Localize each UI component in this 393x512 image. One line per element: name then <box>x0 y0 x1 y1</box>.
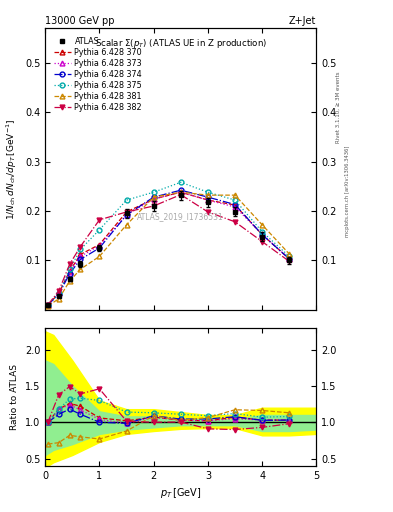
Pythia 6.428 370 <box>287 256 292 262</box>
Line: Pythia 6.428 370: Pythia 6.428 370 <box>46 190 292 307</box>
Pythia 6.428 382 <box>67 261 72 267</box>
Pythia 6.428 375 <box>57 290 61 296</box>
Pythia 6.428 375 <box>67 266 72 272</box>
Line: Pythia 6.428 373: Pythia 6.428 373 <box>46 190 292 307</box>
Pythia 6.428 381 <box>178 189 183 195</box>
Pythia 6.428 370 <box>206 197 210 203</box>
Pythia 6.428 375 <box>46 302 50 308</box>
Pythia 6.428 382 <box>46 302 50 308</box>
Y-axis label: Ratio to ATLAS: Ratio to ATLAS <box>10 364 19 430</box>
Pythia 6.428 374 <box>178 187 183 193</box>
Pythia 6.428 374 <box>233 201 237 207</box>
Pythia 6.428 374 <box>287 256 292 262</box>
Pythia 6.428 374 <box>206 194 210 200</box>
Pythia 6.428 373 <box>97 243 102 249</box>
Pythia 6.428 373 <box>233 204 237 210</box>
Pythia 6.428 382 <box>124 209 129 215</box>
Pythia 6.428 382 <box>151 203 156 209</box>
Pythia 6.428 381 <box>233 192 237 198</box>
Pythia 6.428 381 <box>287 251 292 257</box>
Pythia 6.428 373 <box>206 197 210 203</box>
Text: ATLAS_2019_I1736531: ATLAS_2019_I1736531 <box>138 212 224 221</box>
Line: Pythia 6.428 381: Pythia 6.428 381 <box>46 190 292 308</box>
Pythia 6.428 375 <box>124 197 129 203</box>
Pythia 6.428 370 <box>151 196 156 202</box>
Text: mcplots.cern.ch [arXiv:1306.3436]: mcplots.cern.ch [arXiv:1306.3436] <box>345 146 350 237</box>
Pythia 6.428 375 <box>260 229 264 235</box>
Pythia 6.428 382 <box>206 209 210 215</box>
Line: Pythia 6.428 382: Pythia 6.428 382 <box>46 192 292 307</box>
Pythia 6.428 370 <box>57 290 61 296</box>
Pythia 6.428 381 <box>78 266 83 272</box>
Pythia 6.428 382 <box>97 217 102 223</box>
Pythia 6.428 374 <box>97 245 102 251</box>
Pythia 6.428 374 <box>46 302 50 308</box>
Pythia 6.428 370 <box>233 202 237 208</box>
Text: Scalar $\Sigma(p_T)$ (ATLAS UE in Z production): Scalar $\Sigma(p_T)$ (ATLAS UE in Z prod… <box>95 37 267 50</box>
Pythia 6.428 373 <box>178 189 183 195</box>
Pythia 6.428 382 <box>178 191 183 198</box>
Pythia 6.428 375 <box>97 227 102 233</box>
Pythia 6.428 381 <box>46 303 50 309</box>
Pythia 6.428 373 <box>260 231 264 237</box>
Pythia 6.428 370 <box>97 242 102 248</box>
Pythia 6.428 373 <box>287 256 292 262</box>
Pythia 6.428 382 <box>260 239 264 245</box>
Pythia 6.428 382 <box>78 243 83 249</box>
Pythia 6.428 373 <box>67 269 72 275</box>
Pythia 6.428 374 <box>67 271 72 277</box>
Pythia 6.428 370 <box>124 209 129 215</box>
X-axis label: $p_T\,[\mathrm{GeV}]$: $p_T\,[\mathrm{GeV}]$ <box>160 486 202 500</box>
Pythia 6.428 370 <box>260 231 264 238</box>
Pythia 6.428 381 <box>67 278 72 284</box>
Text: Rivet 3.1.10, ≥ 3M events: Rivet 3.1.10, ≥ 3M events <box>336 71 340 143</box>
Pythia 6.428 382 <box>233 219 237 225</box>
Pythia 6.428 375 <box>78 246 83 252</box>
Pythia 6.428 381 <box>260 222 264 228</box>
Pythia 6.428 373 <box>151 196 156 202</box>
Pythia 6.428 374 <box>151 194 156 200</box>
Pythia 6.428 370 <box>46 302 50 308</box>
Pythia 6.428 370 <box>67 268 72 274</box>
Pythia 6.428 382 <box>287 258 292 264</box>
Pythia 6.428 370 <box>178 189 183 195</box>
Pythia 6.428 373 <box>78 253 83 260</box>
Pythia 6.428 375 <box>233 197 237 203</box>
Line: Pythia 6.428 375: Pythia 6.428 375 <box>46 180 292 307</box>
Text: 13000 GeV pp: 13000 GeV pp <box>45 15 115 26</box>
Pythia 6.428 374 <box>57 291 61 297</box>
Pythia 6.428 373 <box>46 302 50 308</box>
Pythia 6.428 374 <box>78 257 83 263</box>
Pythia 6.428 373 <box>124 212 129 218</box>
Pythia 6.428 370 <box>78 251 83 258</box>
Line: Pythia 6.428 374: Pythia 6.428 374 <box>46 188 292 307</box>
Text: Z+Jet: Z+Jet <box>289 15 316 26</box>
Y-axis label: $1/N_\mathrm{ch}\,dN_\mathrm{ch}/dp_T\,[\mathrm{GeV}^{-1}]$: $1/N_\mathrm{ch}\,dN_\mathrm{ch}/dp_T\,[… <box>5 118 19 220</box>
Pythia 6.428 382 <box>57 288 61 294</box>
Pythia 6.428 375 <box>287 253 292 260</box>
Pythia 6.428 381 <box>151 194 156 200</box>
Pythia 6.428 374 <box>260 231 264 238</box>
Pythia 6.428 381 <box>57 296 61 302</box>
Pythia 6.428 381 <box>124 222 129 228</box>
Pythia 6.428 381 <box>97 253 102 260</box>
Legend: ATLAS, Pythia 6.428 370, Pythia 6.428 373, Pythia 6.428 374, Pythia 6.428 375, P: ATLAS, Pythia 6.428 370, Pythia 6.428 37… <box>52 35 144 113</box>
Pythia 6.428 373 <box>57 290 61 296</box>
Pythia 6.428 375 <box>206 189 210 195</box>
Pythia 6.428 375 <box>178 179 183 185</box>
Pythia 6.428 381 <box>206 192 210 198</box>
Pythia 6.428 374 <box>124 212 129 218</box>
Pythia 6.428 375 <box>151 189 156 195</box>
